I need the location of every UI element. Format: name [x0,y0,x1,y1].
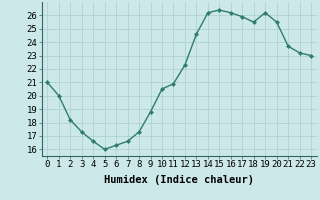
X-axis label: Humidex (Indice chaleur): Humidex (Indice chaleur) [104,175,254,185]
